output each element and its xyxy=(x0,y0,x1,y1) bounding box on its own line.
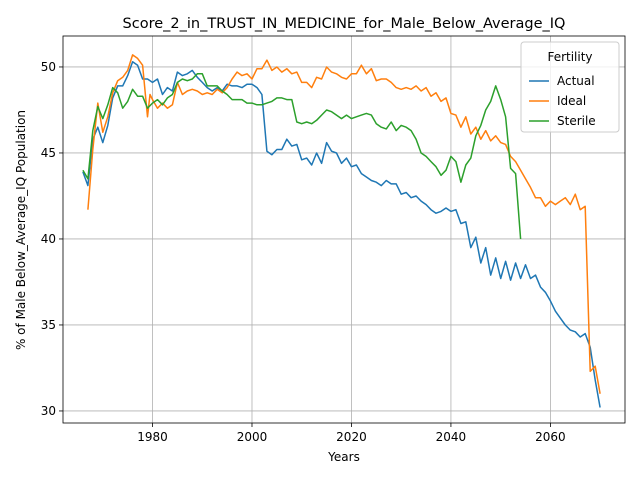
chart-title: Score_2_in_TRUST_IN_MEDICINE_for_Male_Be… xyxy=(123,16,566,32)
x-axis: 1980 2000 2020 2040 2060 xyxy=(137,423,566,444)
y-tick-label: 50 xyxy=(41,60,56,74)
x-tick-label: 1980 xyxy=(137,430,168,444)
series-lines xyxy=(82,54,601,408)
legend-label-actual: Actual xyxy=(557,74,595,88)
legend-title: Fertility xyxy=(547,50,592,64)
legend-label-sterile: Sterile xyxy=(557,114,596,128)
x-axis-label: Years xyxy=(327,450,360,464)
y-tick-label: 30 xyxy=(41,404,56,418)
y-tick-label: 45 xyxy=(41,146,56,160)
legend-box xyxy=(520,41,620,133)
legend-items: Actual Ideal Sterile xyxy=(529,74,596,128)
series-line-sterile xyxy=(82,73,522,240)
x-tick-label: 2040 xyxy=(436,430,467,444)
legend: Fertility Actual Ideal Sterile xyxy=(520,41,620,133)
y-axis: 30 35 40 45 50 xyxy=(41,60,63,418)
plot-frame xyxy=(62,35,626,424)
series-line-ideal xyxy=(87,54,601,394)
legend-label-ideal: Ideal xyxy=(557,94,586,108)
series-line-actual xyxy=(82,61,601,408)
x-tick-label: 2020 xyxy=(336,430,367,444)
y-tick-label: 40 xyxy=(41,232,56,246)
x-tick-label: 2000 xyxy=(237,430,268,444)
y-axis-label: % of Male Below_Average_IQ Population xyxy=(14,110,28,350)
y-tick-label: 35 xyxy=(41,318,56,332)
x-tick-label: 2060 xyxy=(535,430,566,444)
